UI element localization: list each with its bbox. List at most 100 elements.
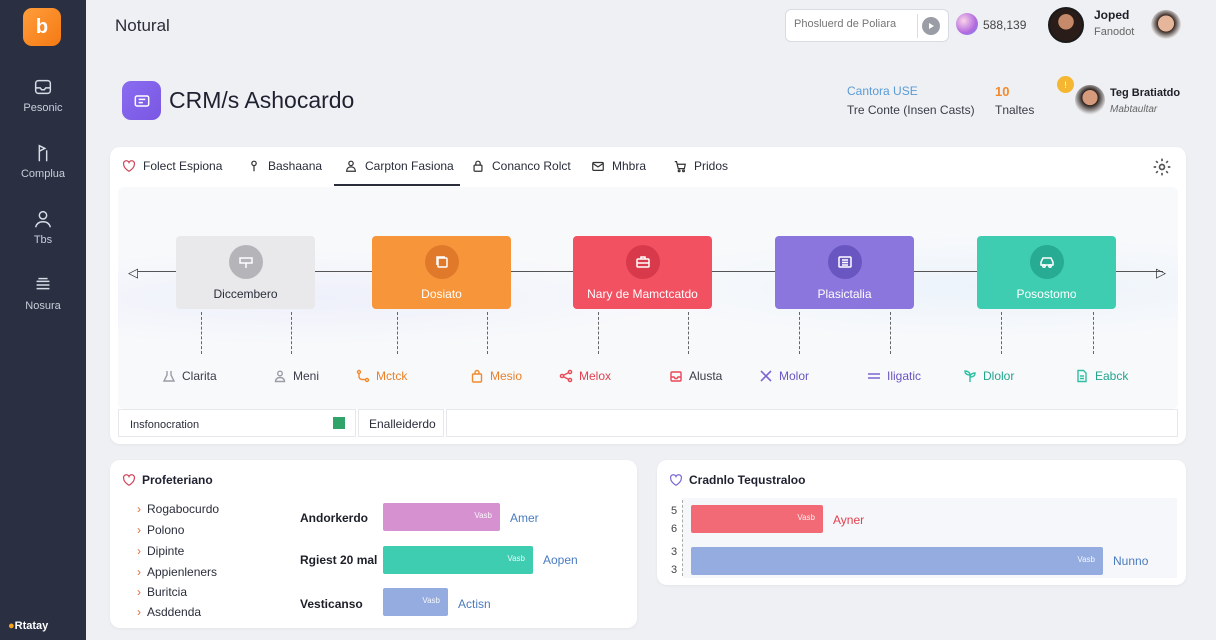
header-user-sub: Mabtaultar: [1110, 104, 1158, 115]
list-item[interactable]: › Polono: [137, 523, 184, 537]
spreadsheet-icon[interactable]: [333, 417, 345, 429]
stage-dash: [487, 312, 488, 354]
stage-card[interactable]: Posostomo: [977, 236, 1116, 309]
bar[interactable]: Vasb: [383, 588, 448, 616]
tab-carpton-fasiona[interactable]: Carpton Fasiona: [344, 159, 454, 173]
user-name: Joped: [1094, 8, 1130, 22]
substage[interactable]: Melox: [559, 369, 611, 383]
stage-card[interactable]: Dosiato: [372, 236, 511, 309]
substage-label: Mctck: [376, 369, 408, 383]
substage[interactable]: Dlolor: [963, 369, 1014, 383]
substage[interactable]: Molor: [759, 369, 809, 383]
window-title: Notural: [115, 16, 170, 35]
info-empty-field[interactable]: [446, 409, 1178, 437]
axis-tick: 6: [671, 523, 678, 535]
bar-label: Andorkerdo: [300, 511, 369, 525]
list-item[interactable]: › Rogabocurdo: [137, 502, 219, 516]
active-tab-indicator: [334, 184, 460, 186]
chevron-right-icon: ›: [137, 523, 141, 537]
avatar-secondary[interactable]: [1151, 10, 1181, 40]
page-title: CRM/s Ashocardo: [169, 87, 355, 113]
list-item[interactable]: › Appienleners: [137, 565, 217, 579]
app-logo[interactable]: b: [23, 8, 61, 46]
info-tab[interactable]: Enalleiderdo: [358, 409, 444, 437]
bar-label: Vesticanso: [300, 597, 363, 611]
info-row: Insfonocration Enalleiderdo: [118, 409, 1178, 437]
stage-card[interactable]: Plasictalia: [775, 236, 914, 309]
heart-icon: [122, 160, 136, 172]
stage-dash: [397, 312, 398, 354]
tab-mhbra[interactable]: Mhbra: [591, 159, 646, 173]
list-item[interactable]: › Dipinte: [137, 544, 184, 558]
substage[interactable]: Alusta: [669, 369, 722, 383]
substage[interactable]: Mesio: [470, 369, 522, 383]
panel-title: Cradnlo Tequstraloo: [669, 473, 805, 487]
substage-label: Eabck: [1095, 369, 1129, 383]
chevron-right-icon: ›: [137, 502, 141, 516]
play-icon[interactable]: [922, 17, 940, 35]
header-link[interactable]: Cantora USE: [847, 84, 918, 98]
tab-label: Bashaana: [268, 159, 323, 173]
substage-label: Alusta: [689, 369, 723, 383]
stage-card[interactable]: Nary de Mamctcatdo: [573, 236, 712, 309]
globe-icon[interactable]: [956, 13, 978, 35]
stage-dash: [799, 312, 800, 354]
bag-icon: [471, 369, 483, 383]
notification-badge[interactable]: !: [1057, 76, 1074, 93]
substage[interactable]: Mctck: [356, 369, 407, 383]
brand-footer: ●Rtatay: [8, 620, 48, 632]
tab-pridos[interactable]: Pridos: [673, 159, 728, 173]
chevron-right-icon: ›: [137, 585, 141, 599]
arrow-right-icon: ▷: [1156, 265, 1166, 280]
pin-icon: [251, 160, 257, 172]
crm-icon: [122, 81, 161, 120]
info-tab-label: Enalleiderdo: [369, 417, 436, 431]
stage-card[interactable]: Diccembero: [176, 236, 315, 309]
stage-dash: [201, 312, 202, 354]
bar-value-label: Vasb: [422, 596, 440, 605]
sidebar-item-complua[interactable]: Complua: [0, 142, 86, 180]
sidebar-item-label: Nosura: [25, 300, 61, 312]
substage[interactable]: Meni: [273, 369, 319, 383]
list-item[interactable]: › Buritcia: [137, 585, 187, 599]
substage-label: Melox: [579, 369, 612, 383]
stage-dash: [890, 312, 891, 354]
gear-icon[interactable]: [1152, 157, 1172, 177]
avatar-header[interactable]: [1075, 85, 1105, 115]
bar[interactable]: Vasb: [691, 547, 1103, 575]
avatar[interactable]: [1048, 7, 1084, 43]
bar-text: Actisn: [458, 597, 491, 611]
tab-conanco-rolct[interactable]: Conanco Rolct: [471, 159, 571, 173]
chevron-right-icon: ›: [137, 544, 141, 558]
bar-text: Amer: [510, 511, 539, 525]
sidebar-item-pesonic[interactable]: Pesonic: [0, 76, 86, 114]
bar[interactable]: Vasb: [383, 503, 500, 531]
substage[interactable]: Clarita: [162, 369, 217, 383]
chart-axis: [682, 500, 683, 576]
profile-panel: Profeteriano › Rogabocurdo › Polono › Dipin…: [110, 460, 637, 628]
sidebar-item-label: Complua: [20, 168, 66, 180]
sidebar: b Pesonic Complua Tbs Nosura ●Rtatay: [0, 0, 86, 640]
bar[interactable]: Vasb: [383, 546, 533, 574]
mail-icon: [592, 161, 604, 171]
sidebar-item-nosura[interactable]: Nosura: [0, 274, 86, 312]
bar[interactable]: Vasb: [691, 505, 823, 533]
substage[interactable]: Iligatic: [867, 369, 921, 383]
sidebar-item-tbs[interactable]: Tbs: [0, 208, 86, 246]
pipeline-panel: Folect Espiona Bashaana Carpton Fasiona …: [110, 147, 1186, 444]
list-item[interactable]: › Asddenda: [137, 605, 201, 619]
bar-text: Ayner: [833, 513, 865, 527]
search-input[interactable]: [794, 18, 916, 30]
sidebar-item-label: Tbs: [33, 234, 53, 246]
tab-bar: Folect Espiona Bashaana Carpton Fasiona …: [110, 147, 1186, 187]
substage[interactable]: Eabck: [1075, 369, 1128, 383]
brand-mark-icon: ●: [8, 620, 15, 632]
tab-folect-espiona[interactable]: Folect Espiona: [122, 159, 222, 173]
copy-icon: [424, 245, 459, 279]
tab-bashaana[interactable]: Bashaana: [247, 159, 322, 173]
substage-label: Mesio: [490, 369, 523, 383]
info-field[interactable]: Insfonocration: [118, 409, 356, 437]
bar-value-label: Vasb: [1077, 555, 1095, 564]
search-box[interactable]: [785, 9, 949, 42]
bar-value-label: Vasb: [797, 513, 815, 522]
